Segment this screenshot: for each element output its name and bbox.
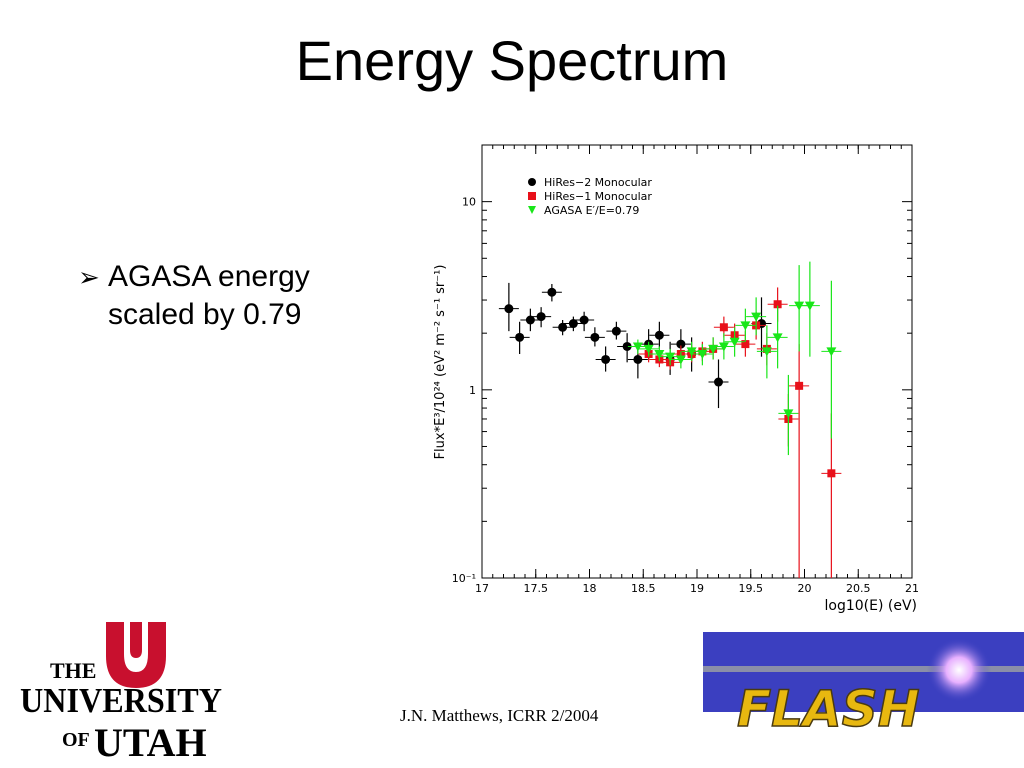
data-point: [729, 337, 740, 347]
data-point: [643, 344, 654, 354]
x-tick-label: 19: [690, 582, 704, 595]
x-tick-label: 20: [798, 582, 812, 595]
legend-marker: [528, 178, 536, 186]
data-point: [632, 342, 643, 352]
data-point: [827, 469, 836, 478]
x-tick-label: 17: [475, 582, 489, 595]
data-point: [504, 304, 514, 314]
logo-utah: UTAH: [94, 720, 207, 760]
data-point: [665, 352, 676, 362]
data-point: [558, 322, 568, 332]
flash-burst-icon: [927, 638, 991, 702]
x-tick-label: 17.5: [524, 582, 549, 595]
university-of-utah-logo: THE UNIVERSITY OF UTAH: [20, 622, 222, 760]
data-point: [826, 347, 837, 357]
x-axis-label: log10(E) (eV): [825, 598, 918, 614]
energy-spectrum-chart: 17 17.5 18 18.5 19 19.5 20 20.5 21 10⁻¹ 1 10 HiRes−…: [433, 144, 919, 614]
data-point: [568, 319, 578, 329]
data-point: [740, 321, 751, 331]
y-tick-label: 10⁻¹: [452, 572, 476, 585]
data-point: [783, 409, 794, 419]
data-point: [794, 301, 805, 311]
x-tick-label: 19.5: [739, 582, 764, 595]
data-point: [708, 344, 719, 354]
bullet-arrow-icon: ➢: [78, 262, 100, 292]
x-tick-label: 20.5: [846, 582, 871, 595]
data-point: [633, 354, 643, 364]
data-point: [536, 312, 546, 322]
data-point: [622, 341, 632, 351]
slide-title: Energy Spectrum: [295, 29, 729, 92]
block-u-icon: [106, 622, 166, 688]
data-point: [654, 350, 665, 360]
logo-university: UNIVERSITY: [20, 681, 222, 720]
data-point: [675, 355, 686, 365]
legend-label: HiRes−1 Monocular: [544, 190, 652, 203]
data-point: [719, 323, 728, 332]
data-point: [761, 347, 772, 357]
logo-the: THE: [50, 658, 96, 683]
data-point: [676, 339, 686, 349]
plot-frame: [481, 144, 913, 579]
legend-label: HiRes−2 Monocular: [544, 176, 652, 189]
data-point: [772, 333, 783, 343]
series-2: [627, 261, 842, 456]
data-point: [795, 381, 804, 390]
y-tick-label: 10: [462, 196, 476, 209]
data-point: [697, 350, 708, 360]
data-point: [714, 377, 723, 387]
data-point: [579, 315, 589, 325]
x-tick-label: 18: [583, 582, 597, 595]
y-axis-label: Flux*E³/10²⁴ (eV² m⁻² s⁻¹ sr⁻¹): [433, 265, 448, 460]
legend-marker: [528, 192, 536, 200]
data-point: [590, 332, 600, 342]
data-point: [718, 342, 729, 352]
data-point: [804, 301, 815, 311]
footer-credit: J.N. Matthews, ICRR 2/2004: [400, 706, 599, 725]
data-point: [525, 315, 535, 325]
data-point: [601, 354, 611, 364]
legend-marker: [528, 206, 536, 214]
data-point: [751, 312, 762, 322]
x-tick-label: 21: [905, 582, 919, 595]
flash-logo: FLASH: [703, 632, 1024, 739]
x-tick-label: 18.5: [631, 582, 656, 595]
legend-label: AGASA E′/E=0.79: [544, 204, 639, 217]
logo-of: OF: [62, 729, 90, 751]
data-point: [654, 330, 664, 340]
y-tick-label: 1: [469, 384, 476, 397]
data-point: [611, 326, 621, 336]
data-point: [686, 347, 697, 357]
flash-text: FLASH: [737, 680, 920, 738]
data-point: [773, 300, 782, 309]
data-point: [515, 332, 525, 342]
data-point: [547, 287, 557, 297]
bullet-text: AGASA energy scaled by 0.79: [108, 260, 310, 331]
data-point: [741, 340, 750, 349]
